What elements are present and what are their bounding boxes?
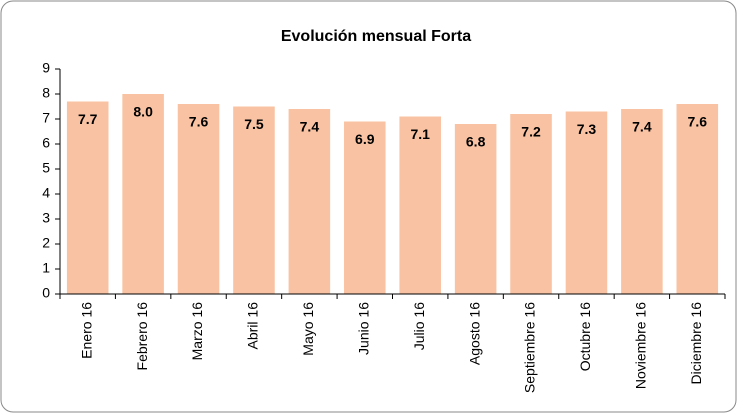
y-tick-label: 3 — [42, 210, 50, 226]
bar — [66, 101, 109, 294]
x-tick-label: Octubre 16 — [577, 302, 593, 371]
x-tick-label: Enero 16 — [78, 302, 94, 359]
bar — [177, 104, 220, 294]
x-tick-label: Diciembre 16 — [688, 302, 704, 385]
bar — [676, 104, 719, 294]
bar — [344, 121, 386, 294]
x-tick-label: Noviembre 16 — [633, 302, 649, 389]
x-tick-label: Abril 16 — [245, 302, 261, 350]
value-label: 7.6 — [189, 114, 209, 130]
value-label: 7.7 — [78, 111, 98, 127]
value-label: 7.4 — [300, 119, 320, 135]
value-label: 7.2 — [521, 124, 541, 140]
x-tick-label: Septiembre 16 — [522, 302, 538, 393]
x-tick-label: Julio 16 — [411, 302, 427, 350]
value-label: 7.1 — [410, 126, 430, 142]
x-tick-label: Febrero 16 — [134, 302, 150, 371]
bar — [122, 94, 164, 294]
bar — [454, 124, 497, 294]
y-tick-label: 4 — [42, 185, 50, 201]
bar — [565, 111, 608, 294]
bar — [621, 109, 663, 294]
value-label: 7.6 — [688, 114, 708, 130]
value-label: 8.0 — [133, 104, 153, 120]
y-tick-label: 1 — [42, 260, 50, 276]
bar — [399, 116, 441, 294]
bar — [233, 106, 275, 294]
bar — [510, 114, 552, 294]
bar — [288, 109, 331, 294]
x-tick-label: Agosto 16 — [466, 302, 482, 365]
y-tick-label: 8 — [42, 85, 50, 101]
x-tick-label: Mayo 16 — [300, 302, 316, 356]
x-tick-label: Marzo 16 — [189, 302, 205, 361]
x-tick-label: Junio 16 — [355, 302, 371, 355]
y-tick-label: 5 — [42, 160, 50, 176]
value-label: 6.8 — [466, 134, 486, 150]
chart-title: Evolución mensual Forta — [281, 28, 471, 45]
y-tick-label: 9 — [42, 60, 50, 76]
value-label: 7.5 — [244, 116, 264, 132]
value-label: 7.3 — [577, 121, 597, 137]
y-tick-label: 7 — [42, 110, 50, 126]
y-tick-label: 6 — [42, 135, 50, 151]
y-tick-label: 2 — [42, 235, 50, 251]
y-tick-label: 0 — [42, 285, 50, 301]
value-label: 7.4 — [632, 119, 652, 135]
value-label: 6.9 — [355, 131, 375, 147]
